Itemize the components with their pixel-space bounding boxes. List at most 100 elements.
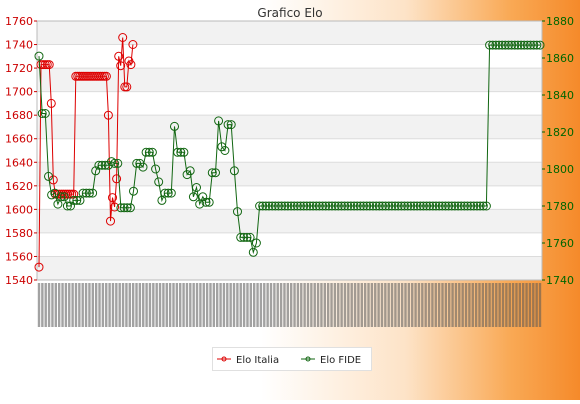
x-tick-label [138, 283, 142, 327]
data-point [267, 201, 277, 211]
x-tick-label [521, 283, 525, 327]
left-tick-label: 1640 [5, 156, 33, 169]
x-tick-label [168, 283, 172, 327]
data-point [129, 186, 138, 196]
left-tick-label: 1540 [5, 274, 33, 287]
left-tick-label: 1720 [5, 62, 33, 75]
x-tick-label [451, 283, 454, 327]
x-tick-label [115, 283, 118, 327]
x-axis [37, 283, 542, 327]
data-point [333, 201, 343, 211]
data-point [444, 201, 454, 211]
data-point [65, 189, 75, 199]
data-point [34, 51, 44, 61]
data-point [469, 201, 479, 211]
data-point [418, 201, 428, 211]
x-tick-label [205, 283, 209, 327]
data-point [289, 201, 299, 211]
legend-label-fide: Elo FIDE [320, 355, 361, 366]
data-point [255, 201, 265, 211]
data-point [78, 188, 88, 198]
data-point [532, 40, 542, 50]
data-point [519, 40, 529, 50]
data-point [318, 201, 328, 211]
data-point [173, 147, 183, 157]
data-point [349, 201, 359, 211]
data-point [437, 201, 447, 211]
data-point [415, 201, 425, 211]
data-point [504, 40, 513, 50]
data-point [422, 201, 432, 211]
data-point [113, 158, 123, 168]
x-tick-label [367, 283, 370, 327]
data-point [91, 166, 101, 176]
x-tick-label [266, 283, 269, 327]
data-point [122, 203, 132, 213]
data-point [516, 40, 526, 50]
data-point [522, 40, 532, 50]
data-point [447, 201, 457, 211]
data-point [406, 201, 416, 211]
x-tick-label [279, 283, 283, 327]
x-tick-label [246, 283, 249, 327]
data-point [510, 40, 520, 50]
data-point [251, 238, 261, 248]
x-tick-label [88, 283, 91, 327]
data-point [97, 160, 107, 170]
grid-band [37, 256, 542, 280]
data-point [337, 201, 346, 211]
x-tick-label [505, 283, 508, 327]
x-tick-label [353, 283, 357, 327]
data-point [412, 201, 422, 211]
plot-border [36, 20, 543, 281]
x-tick-label [390, 283, 394, 327]
left-y-axis: 1540 1560 1580 1600 1620 1640 1660 1680 1700 1720… [5, 15, 37, 287]
left-tick-label: 1580 [5, 227, 33, 240]
data-point [40, 60, 50, 70]
x-tick-label [414, 283, 417, 327]
x-tick-label [454, 283, 458, 327]
data-point [494, 40, 504, 50]
plot-background [36, 20, 543, 281]
x-tick-label [360, 283, 363, 327]
x-tick-label [498, 283, 501, 327]
x-tick-label [347, 283, 350, 327]
data-point [513, 40, 523, 50]
right-y-axis: 1740 1760 1780 1800 1820 1840 1860 1880 [542, 15, 574, 287]
data-point [390, 201, 400, 211]
x-tick-label [192, 283, 195, 327]
x-tick-label [165, 283, 168, 327]
x-tick-label [434, 283, 437, 327]
x-tick-label [535, 283, 538, 327]
data-point [151, 164, 161, 174]
data-point [154, 177, 164, 187]
data-point [261, 201, 271, 211]
x-tick-label [121, 283, 125, 327]
data-point [122, 82, 132, 92]
data-point [170, 121, 179, 131]
data-point [478, 201, 488, 211]
data-point [472, 201, 482, 211]
x-tick-label [518, 283, 522, 327]
x-tick-label [431, 283, 434, 327]
data-point [188, 192, 198, 202]
right-tick-label: 1820 [546, 126, 574, 139]
data-point [365, 201, 375, 211]
right-tick-label: 1860 [546, 52, 574, 65]
x-tick-label [515, 283, 518, 327]
x-tick-label [175, 283, 179, 327]
x-tick-label [47, 283, 51, 327]
x-tick-label [491, 283, 495, 327]
data-point [264, 201, 274, 211]
x-tick-label [195, 283, 199, 327]
data-point [302, 201, 312, 211]
x-tick-label [397, 283, 400, 327]
data-point [485, 40, 495, 50]
data-point [84, 188, 94, 198]
x-tick-label [131, 283, 135, 327]
left-tick-label: 1660 [5, 133, 33, 146]
series-layer [34, 33, 545, 272]
data-point [371, 201, 381, 211]
x-tick-label [142, 283, 145, 327]
x-tick-label [202, 283, 205, 327]
